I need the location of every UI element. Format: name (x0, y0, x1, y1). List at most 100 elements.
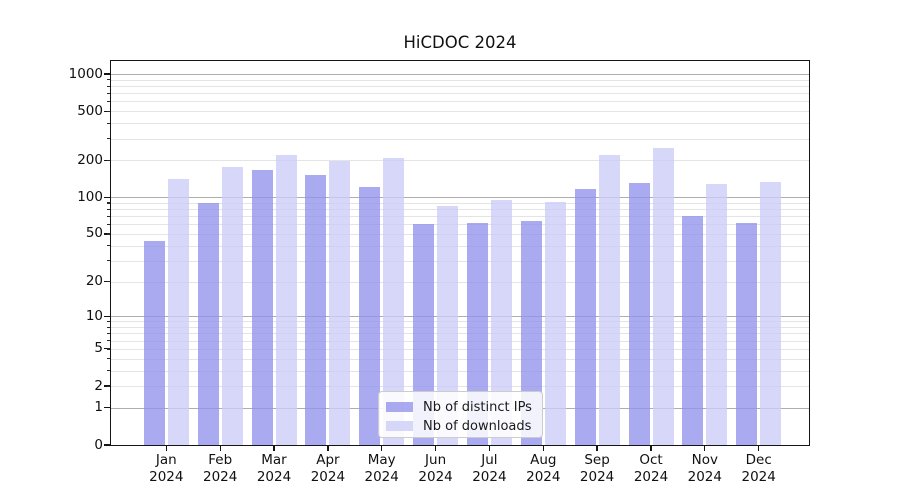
x-tick-mark (219, 446, 221, 451)
x-tick-mark (488, 446, 491, 451)
gridline-minor (110, 160, 810, 162)
gridline-minor (110, 79, 810, 81)
y-tick-mark (104, 407, 110, 409)
gridline-major (110, 316, 810, 318)
plot-area (110, 60, 810, 446)
x-tick-label: Mar 2024 (256, 452, 292, 485)
bar-downloads (383, 158, 405, 446)
y-tick-label: 20 (85, 273, 103, 289)
x-tick-mark (596, 446, 598, 451)
bar-downloads (221, 167, 243, 446)
y-minor-tick-mark (106, 260, 110, 262)
y-tick-mark (104, 73, 110, 75)
gridline-minor (110, 138, 810, 140)
y-minor-tick-mark (106, 202, 110, 204)
bar-distinct-ips (251, 170, 273, 446)
y-tick-label: 2 (94, 377, 103, 394)
y-minor-tick-mark (106, 208, 110, 210)
bar-downloads (706, 184, 728, 446)
y-minor-tick-mark (106, 385, 110, 387)
gridline-minor (110, 224, 810, 226)
gridline-minor (110, 209, 810, 210)
gridline-minor (110, 86, 810, 87)
bar-downloads (544, 202, 566, 446)
x-tick-mark (381, 446, 383, 451)
y-minor-tick-mark (106, 92, 110, 94)
y-minor-tick-mark (106, 223, 110, 226)
gridline-minor (110, 93, 810, 95)
gridline-major (110, 74, 810, 75)
bar-downloads (437, 205, 459, 446)
x-tick-label: Oct 2024 (633, 452, 669, 485)
gridline-minor (110, 281, 810, 283)
x-tick-mark (327, 446, 329, 451)
bar-distinct-ips (413, 224, 435, 446)
legend-item-downloads: Nb of downloads (386, 417, 533, 435)
bar-distinct-ips (520, 220, 542, 446)
legend-swatch-downloads (386, 421, 413, 431)
gridline-minor (110, 358, 810, 360)
y-minor-tick-mark (106, 340, 110, 342)
gridline-major (110, 197, 810, 199)
bar-downloads (598, 154, 620, 446)
bar-downloads (329, 160, 351, 446)
y-tick-label: 200 (77, 151, 103, 168)
x-tick-label: Jul 2024 (472, 452, 507, 485)
gridline-minor (110, 348, 810, 350)
y-tick-mark (104, 196, 110, 198)
gridline-minor (110, 327, 810, 328)
legend-item-distinct-ips: Nb of distinct IPs (386, 398, 533, 416)
y-minor-tick-mark (106, 79, 110, 81)
gridline-minor (110, 370, 810, 372)
x-tick-label: May 2024 (364, 452, 399, 485)
bar-distinct-ips (143, 240, 165, 446)
x-tick-label: Sep 2024 (579, 452, 615, 485)
y-minor-tick-mark (106, 370, 110, 372)
bar-downloads (275, 155, 297, 446)
x-tick-label: Nov 2024 (687, 452, 722, 485)
y-minor-tick-mark (106, 320, 110, 323)
y-minor-tick-mark (106, 348, 110, 350)
x-tick-label: Jan 2024 (149, 452, 184, 485)
gridline-minor (110, 340, 810, 342)
y-tick-label: 100 (77, 188, 103, 205)
y-minor-tick-mark (106, 326, 110, 328)
y-minor-tick-mark (106, 138, 110, 140)
gridline-minor (110, 333, 810, 335)
y-tick-label: 1 (94, 399, 103, 416)
x-tick-mark (758, 446, 760, 451)
legend-label-downloads: Nb of downloads (423, 418, 532, 434)
bar-downloads (652, 148, 674, 446)
y-minor-tick-mark (106, 110, 110, 113)
bar-downloads (167, 178, 189, 446)
x-tick-mark (542, 446, 544, 451)
y-minor-tick-mark (106, 100, 110, 103)
x-tick-label: Apr 2024 (310, 452, 346, 485)
y-minor-tick-mark (106, 245, 110, 247)
y-minor-tick-mark (106, 215, 110, 217)
gridline-minor (110, 216, 810, 218)
x-tick-mark (273, 446, 275, 451)
y-minor-tick-mark (106, 85, 110, 87)
bar-distinct-ips (682, 216, 704, 446)
x-tick-label: Feb 2024 (203, 452, 238, 485)
gridline-minor (110, 202, 810, 204)
y-minor-tick-mark (106, 281, 110, 283)
x-tick-mark (434, 446, 437, 451)
y-minor-tick-mark (106, 233, 110, 235)
gridline-minor (110, 386, 810, 387)
legend: Nb of distinct IPs Nb of downloads (378, 391, 543, 438)
chart-title: HiCDOC 2024 (403, 33, 517, 52)
bar-downloads (490, 199, 512, 446)
bar-distinct-ips (628, 183, 650, 446)
y-minor-tick-mark (106, 332, 110, 335)
bar-distinct-ips (736, 222, 758, 446)
legend-swatch-distinct-ips (386, 402, 413, 412)
y-tick-mark (104, 444, 110, 446)
y-tick-label: 0 (94, 436, 103, 453)
gridline-minor (110, 321, 810, 323)
y-minor-tick-mark (106, 358, 110, 360)
x-tick-mark (650, 446, 652, 451)
y-tick-label: 500 (77, 102, 103, 119)
